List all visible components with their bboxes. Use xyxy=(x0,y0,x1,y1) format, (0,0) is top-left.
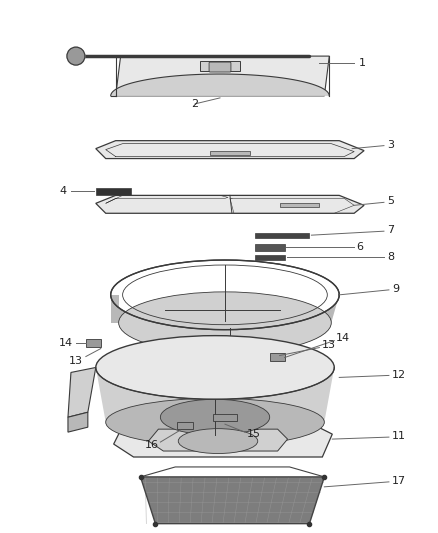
Polygon shape xyxy=(213,414,237,421)
FancyBboxPatch shape xyxy=(209,62,231,72)
Ellipse shape xyxy=(106,398,324,446)
Polygon shape xyxy=(68,367,96,417)
Polygon shape xyxy=(96,188,131,196)
Polygon shape xyxy=(200,61,240,71)
Polygon shape xyxy=(116,56,329,96)
Text: 1: 1 xyxy=(359,58,366,68)
Text: 5: 5 xyxy=(387,196,394,206)
Polygon shape xyxy=(255,233,309,238)
Ellipse shape xyxy=(160,399,270,435)
Polygon shape xyxy=(270,352,285,360)
Text: 14: 14 xyxy=(336,333,350,343)
Polygon shape xyxy=(114,424,332,457)
Text: 13: 13 xyxy=(321,340,336,350)
Text: 2: 2 xyxy=(191,99,199,109)
Polygon shape xyxy=(96,141,364,158)
Polygon shape xyxy=(255,255,285,260)
Text: 14: 14 xyxy=(59,337,73,348)
Text: 13: 13 xyxy=(69,356,83,366)
Polygon shape xyxy=(141,477,324,523)
Text: 8: 8 xyxy=(387,252,394,262)
Ellipse shape xyxy=(96,336,334,399)
Ellipse shape xyxy=(119,292,331,353)
Text: 12: 12 xyxy=(392,370,406,381)
Text: 9: 9 xyxy=(392,284,399,294)
Ellipse shape xyxy=(178,429,258,454)
Text: 11: 11 xyxy=(392,431,406,441)
Text: 15: 15 xyxy=(247,429,261,439)
Text: 3: 3 xyxy=(387,140,394,150)
Text: 17: 17 xyxy=(392,476,406,486)
Text: 4: 4 xyxy=(60,187,67,196)
Polygon shape xyxy=(210,151,250,155)
Polygon shape xyxy=(279,203,319,207)
Text: 7: 7 xyxy=(387,225,394,235)
Text: 6: 6 xyxy=(356,242,363,252)
Polygon shape xyxy=(111,74,329,96)
Polygon shape xyxy=(86,338,101,346)
Polygon shape xyxy=(96,367,334,446)
Text: 16: 16 xyxy=(145,440,159,450)
Polygon shape xyxy=(111,295,339,353)
Polygon shape xyxy=(148,429,288,451)
Polygon shape xyxy=(177,422,193,429)
Polygon shape xyxy=(111,295,119,322)
Polygon shape xyxy=(96,196,364,213)
Polygon shape xyxy=(68,412,88,432)
Circle shape xyxy=(67,47,85,65)
Polygon shape xyxy=(255,244,285,251)
